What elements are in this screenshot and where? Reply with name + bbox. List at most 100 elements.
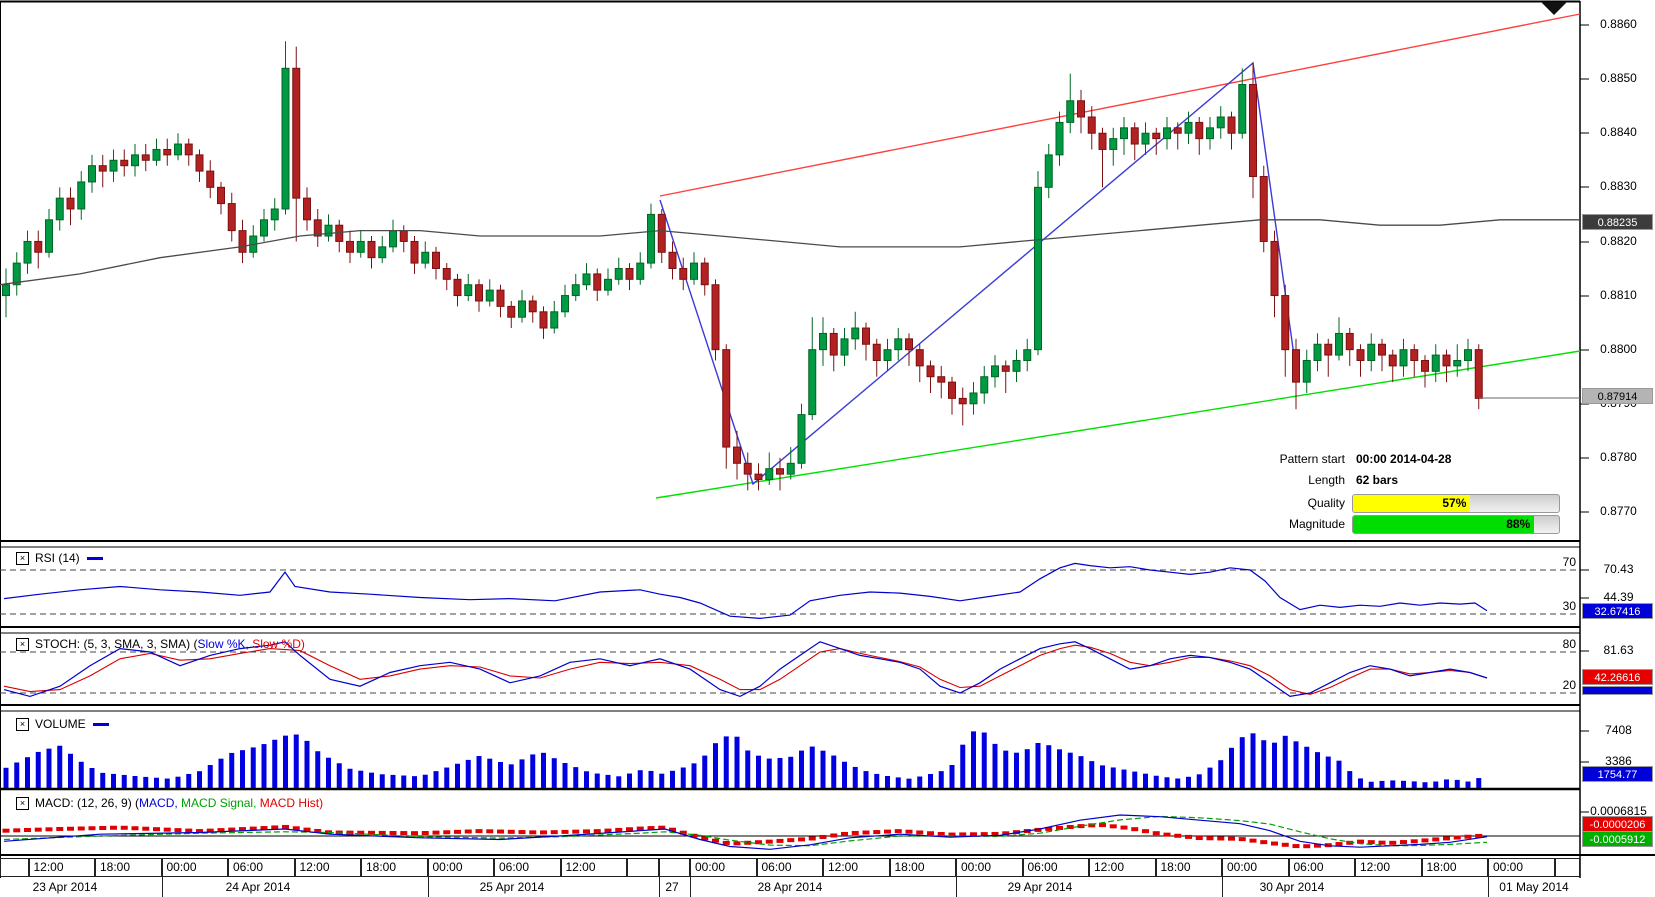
volume-value-badge: 1754.77	[1582, 766, 1653, 782]
time-axis-cell-empty[interactable]	[0, 858, 29, 877]
stoch-title-row: × STOCH: (5, 3, SMA, 3, SMA) (Slow %K, Sl…	[16, 637, 305, 652]
stoch-value-badge	[1582, 685, 1653, 695]
stoch-value-badge: 42.26616	[1582, 669, 1653, 685]
time-axis-cell[interactable]: 00:00	[690, 858, 757, 877]
time-axis-cell[interactable]: 12:00	[1355, 858, 1422, 877]
time-axis-cell[interactable]: 12:00	[28, 858, 95, 877]
price-axis-label: 0.8800	[1600, 342, 1637, 356]
stoch-level-label: 20	[1562, 678, 1576, 692]
time-axis-cell[interactable]: 06:00	[494, 858, 561, 877]
time-axis-cell[interactable]: 00:00	[1222, 858, 1289, 877]
pattern-start-value: 00:00 2014-04-28	[1356, 452, 1452, 466]
date-separator	[161, 877, 163, 897]
price-axis-label: 0.8850	[1600, 71, 1637, 85]
date-label: 30 Apr 2014	[1259, 880, 1325, 894]
price-axis-labels	[1580, 24, 1589, 513]
bid-price-badge: 0.87914	[1582, 388, 1653, 404]
price-axis-label: 0.8820	[1600, 234, 1637, 248]
resistance-trendline[interactable]	[659, 13, 1581, 197]
time-axis-cell[interactable]: 18:00	[95, 858, 162, 877]
time-axis-cell-empty[interactable]	[658, 858, 690, 877]
chart-shift-marker-icon[interactable]	[1541, 2, 1567, 15]
stoch-axis-label: 81.63	[1603, 643, 1634, 657]
time-axis-cell[interactable]: 00:00	[427, 858, 494, 877]
volume-panel[interactable]	[0, 711, 1580, 789]
date-label: 01 May 2014	[1499, 880, 1569, 894]
time-axis-cell[interactable]: 06:00	[228, 858, 295, 877]
time-axis-cell[interactable]: 12:00	[1089, 858, 1156, 877]
pattern-length-value: 62 bars	[1356, 473, 1399, 487]
date-separator	[658, 877, 660, 897]
date-separator	[1488, 877, 1489, 897]
pattern-quality-label: Quality	[1307, 496, 1345, 510]
candlesticks	[2, 41, 1483, 491]
volume-title-row: × VOLUME	[16, 717, 109, 732]
volume-axis-label: 3386	[1605, 754, 1632, 768]
time-axis-cell-empty[interactable]	[627, 858, 659, 877]
date-label: 28 Apr 2014	[757, 880, 823, 894]
close-stoch-button[interactable]: ×	[16, 638, 29, 652]
time-axis-cell[interactable]: 06:00	[1288, 858, 1355, 877]
macd-title: MACD: (12, 26, 9) (MACD, MACD Signal, MA…	[35, 796, 324, 810]
time-axis-cell[interactable]: 18:00	[1155, 858, 1222, 877]
rsi-title: RSI (14)	[35, 551, 80, 565]
time-axis-cell[interactable]: 18:00	[361, 858, 428, 877]
date-separator	[690, 877, 691, 897]
time-axis-cell[interactable]: 12:00	[560, 858, 627, 877]
rsi-axis-label: 44.39	[1603, 590, 1634, 604]
rsi-value-badge: 32.67416	[1582, 603, 1653, 619]
moving-average-line	[0, 219, 1580, 286]
rsi-level-label: 30	[1562, 599, 1576, 613]
volume-bar-color-sample-icon	[92, 723, 109, 727]
stoch	[0, 641, 1589, 698]
time-axis-cell[interactable]: 06:00	[756, 858, 823, 877]
stoch-title: STOCH: (5, 3, SMA, 3, SMA) (Slow %K, Slo…	[35, 637, 305, 651]
rsi-line-color-sample-icon	[86, 557, 103, 561]
date-label: 27	[665, 880, 679, 894]
volume-title: VOLUME	[35, 717, 86, 731]
price-axis-label: 0.8770	[1600, 504, 1637, 518]
time-axis-cell[interactable]: 06:00	[1022, 858, 1089, 877]
rsi	[0, 562, 1589, 620]
price-axis-label: 0.8860	[1600, 17, 1637, 31]
quality-progress-fill: 57%	[1353, 495, 1471, 512]
date-separator	[956, 877, 957, 897]
pattern-start-label: Pattern start	[1279, 452, 1345, 466]
pattern-length-label: Length	[1308, 473, 1345, 487]
date-label: 25 Apr 2014	[479, 880, 545, 894]
magnitude-progress-fill: 88%	[1353, 516, 1535, 533]
time-axis-cell[interactable]: 00:00	[1488, 858, 1555, 877]
rsi-panel[interactable]	[0, 547, 1580, 627]
date-separator	[1222, 877, 1223, 897]
ma-value-badge: 0.88235	[1582, 214, 1653, 230]
price-axis-label: 0.8780	[1600, 450, 1637, 464]
time-axis-cell[interactable]: 18:00	[1421, 858, 1488, 877]
rsi-title-row: × RSI (14)	[16, 551, 103, 566]
stoch-level-label: 80	[1562, 637, 1576, 651]
macd-value-badge: -0.0000206	[1582, 816, 1653, 832]
magnitude-progress-bar: 88%	[1352, 515, 1560, 534]
price-axis-label: 0.8830	[1600, 179, 1637, 193]
close-rsi-button[interactable]: ×	[16, 552, 29, 566]
time-axis-cell[interactable]: 00:00	[161, 858, 228, 877]
macd-title-row: × MACD: (12, 26, 9) (MACD, MACD Signal, M…	[16, 796, 324, 811]
time-axis-cell[interactable]: 12:00	[823, 858, 890, 877]
volume-axis-label: 7408	[1605, 723, 1632, 737]
time-axis-cell[interactable]: 18:00	[889, 858, 956, 877]
support-trendline[interactable]	[655, 350, 1581, 499]
volume	[0, 730, 1589, 790]
macd-axis-label: 0.0006815	[1590, 804, 1647, 818]
rsi-axis-label: 70.43	[1603, 562, 1634, 576]
time-axis-cell[interactable]: 12:00	[294, 858, 361, 877]
time-axis-cell-empty[interactable]	[1554, 858, 1580, 877]
quality-progress-bar: 57%	[1352, 494, 1560, 513]
date-label: 24 Apr 2014	[225, 880, 291, 894]
close-macd-button[interactable]: ×	[16, 797, 29, 811]
close-volume-button[interactable]: ×	[16, 718, 29, 732]
date-label: 29 Apr 2014	[1007, 880, 1073, 894]
rsi-level-label: 70	[1562, 555, 1576, 569]
time-axis-cell[interactable]: 00:00	[956, 858, 1023, 877]
